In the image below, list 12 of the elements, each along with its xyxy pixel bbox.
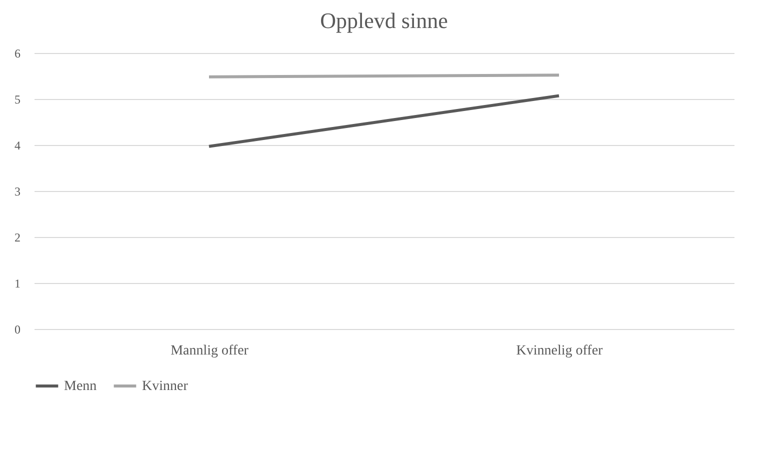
y-tick-label: 1 [14, 276, 20, 290]
y-tick-label: 6 [14, 46, 20, 60]
legend-label: Menn [64, 379, 97, 394]
x-tick-label: Mannlig offer [170, 344, 249, 358]
y-tick-label: 5 [14, 92, 20, 106]
legend-label: Kvinner [142, 379, 188, 394]
y-tick-label: 3 [14, 184, 20, 198]
y-tick-label: 2 [14, 230, 20, 244]
x-tick-label: Kvinnelig offer [516, 344, 604, 358]
y-tick-label: 0 [14, 322, 20, 336]
chart-title: Opplevd sinne [320, 8, 448, 33]
y-tick-label: 4 [14, 138, 20, 152]
